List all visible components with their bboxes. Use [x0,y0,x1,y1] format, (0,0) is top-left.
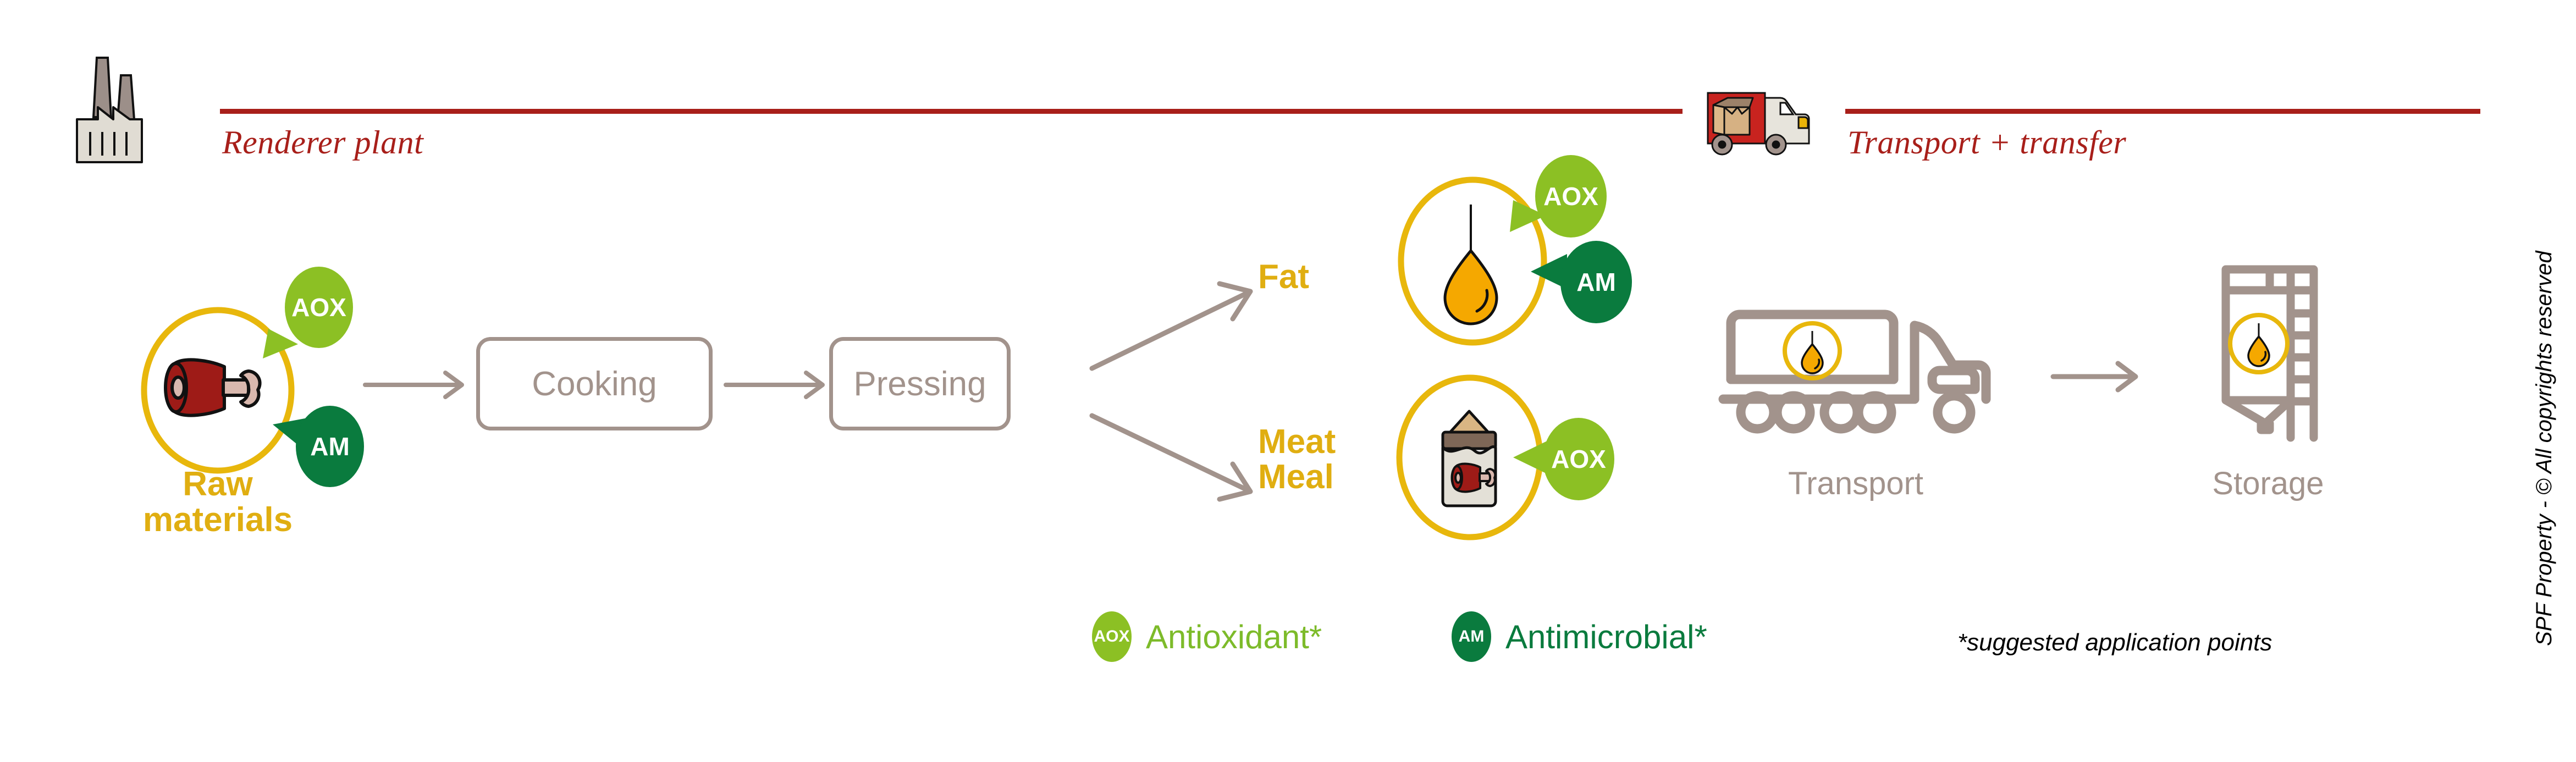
factory-icon [70,52,147,168]
fat-node[interactable] [1390,176,1555,346]
step-cooking[interactable]: Cooking [476,337,713,430]
transport-section-label: Transport + transfer [1847,124,2127,161]
silo-tank-icon [2199,258,2337,442]
fat-am-arrowhead [1529,252,1571,292]
fat-badge-am[interactable]: AM [1560,241,1632,323]
fat-aox-arrowhead [1508,197,1551,238]
legend-item-antioxidant: AOX Antioxidant* [1092,611,1322,662]
ham-meat-icon [158,349,285,426]
raw-aox-arrowhead [261,325,305,364]
fat-label: Fat [1258,258,1309,296]
renderer-section-label: Renderer plant [222,124,424,161]
meal-bag-icon [1425,407,1513,511]
legend-badge-aox: AOX [1092,611,1132,662]
storage-node-label: Storage [2212,466,2324,501]
tanker-truck-icon [1710,291,2001,456]
arrow-pressing-to-fat [1089,269,1265,374]
legend-label-antimicrobial: Antimicrobial* [1505,618,1707,655]
legend-badge-am: AM [1452,611,1491,662]
footnote-text: *suggested application points [1957,629,2272,656]
fat-badge-aox[interactable]: AOX [1535,155,1607,238]
legend-label-antioxidant: Antioxidant* [1146,618,1322,655]
raw-materials-node[interactable] [135,307,300,474]
copyright-notice: SPF Property - © All copyrights reserved [2532,251,2556,646]
meat-meal-aox-arrowhead [1511,438,1554,478]
step-pressing[interactable]: Pressing [829,337,1011,430]
raw-materials-label: Raw materials [142,465,293,539]
meat-meal-badge-aox[interactable]: AOX [1543,418,1614,500]
transport-node-label: Transport [1788,466,1924,501]
delivery-truck-icon [1699,80,1825,157]
raw-badge-aox[interactable]: AOX [285,267,353,348]
arrow-transport-to-storage [2050,360,2144,393]
raw-badge-am[interactable]: AM [296,406,364,487]
transport-section-rule [1845,109,2480,114]
oil-droplet-icon [1436,202,1508,325]
legend-item-antimicrobial: AM Antimicrobial* [1452,611,1707,662]
arrow-pressing-to-meat-meal [1089,407,1265,511]
arrow-raw-to-cooking [363,368,473,401]
meat-meal-label: Meat Meal [1258,423,1336,496]
arrow-cooking-to-pressing [724,368,834,401]
renderer-section-rule [220,109,1683,114]
